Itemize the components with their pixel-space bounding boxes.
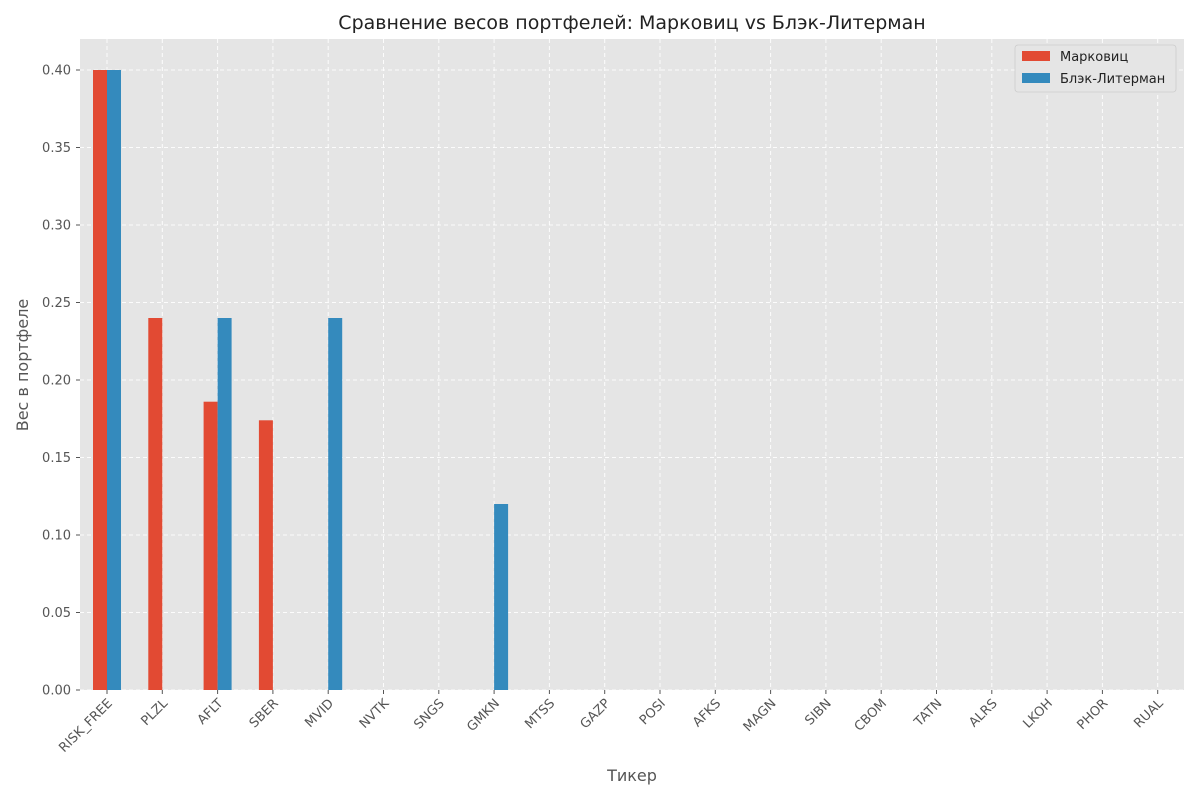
y-tick-label: 0.00	[42, 684, 71, 699]
legend-label-markowitz: Марковиц	[1060, 50, 1128, 65]
y-axis: 0.00 0.05 0.10 0.15 0.20 0.25 0.30 0.35 0.40	[42, 64, 80, 699]
x-tick-label: ALRS	[966, 696, 1000, 730]
bar-markowitz-risk-free	[93, 70, 107, 690]
legend-label-black-litterman: Блэк-Литерман	[1060, 72, 1165, 87]
x-tick-label: RUAL	[1131, 696, 1167, 732]
bar-markowitz-aflt	[203, 401, 218, 690]
y-tick-label: 0.05	[42, 606, 71, 621]
y-tick-label: 0.40	[42, 64, 71, 79]
bar-black-litterman-mvid	[328, 318, 343, 690]
x-tick-label: POSI	[637, 696, 669, 728]
x-tick-label: NVTK	[357, 696, 393, 732]
x-tick-label: TATN	[911, 696, 945, 730]
x-tick-label: GMKN	[464, 696, 503, 735]
x-tick-label: AFKS	[690, 696, 724, 730]
x-tick-label: PHOR	[1075, 696, 1112, 733]
y-tick-label: 0.30	[42, 219, 71, 234]
bar-black-litterman-gmkn	[494, 504, 509, 690]
x-axis: RISK_FREE PLZL AFLT SBER MVID NVTK SNGS GMKN MTS…	[56, 690, 1167, 756]
bar-black-litterman-risk-free	[107, 70, 121, 690]
bar-black-litterman-aflt	[217, 318, 232, 690]
x-tick-label: RISK_FREE	[56, 696, 115, 755]
x-tick-label: MTSS	[522, 696, 558, 732]
y-tick-label: 0.20	[42, 374, 71, 389]
y-tick-label: 0.10	[42, 529, 71, 544]
y-tick-label: 0.15	[42, 451, 71, 466]
bar-markowitz-sber	[258, 420, 273, 690]
y-tick-label: 0.25	[42, 296, 71, 311]
x-tick-label: PLZL	[138, 696, 171, 729]
bars	[93, 70, 509, 690]
x-tick-label: CBOM	[852, 696, 890, 734]
x-tick-label: SIBN	[802, 696, 834, 728]
legend: Марковиц Блэк-Литерман	[1014, 44, 1177, 93]
y-axis-title: Вес в портфеле	[13, 299, 32, 432]
x-tick-label: AFLT	[195, 696, 227, 728]
plot-background	[80, 39, 1184, 690]
x-tick-label: MVID	[302, 696, 337, 731]
legend-box	[1014, 44, 1177, 93]
x-tick-label: SBER	[247, 696, 282, 731]
y-tick-label: 0.35	[42, 141, 71, 156]
x-tick-label: SNGS	[411, 696, 447, 732]
legend-swatch-black-litterman	[1022, 73, 1050, 83]
legend-swatch-markowitz	[1022, 51, 1050, 61]
x-tick-label: LKOH	[1021, 696, 1056, 731]
chart-title: Сравнение весов портфелей: Марковиц vs Б…	[338, 12, 925, 34]
bar-markowitz-plzl	[148, 318, 163, 690]
x-tick-label: MAGN	[741, 696, 780, 735]
x-tick-label: GAZP	[578, 696, 614, 732]
x-axis-title: Тикер	[606, 766, 657, 785]
